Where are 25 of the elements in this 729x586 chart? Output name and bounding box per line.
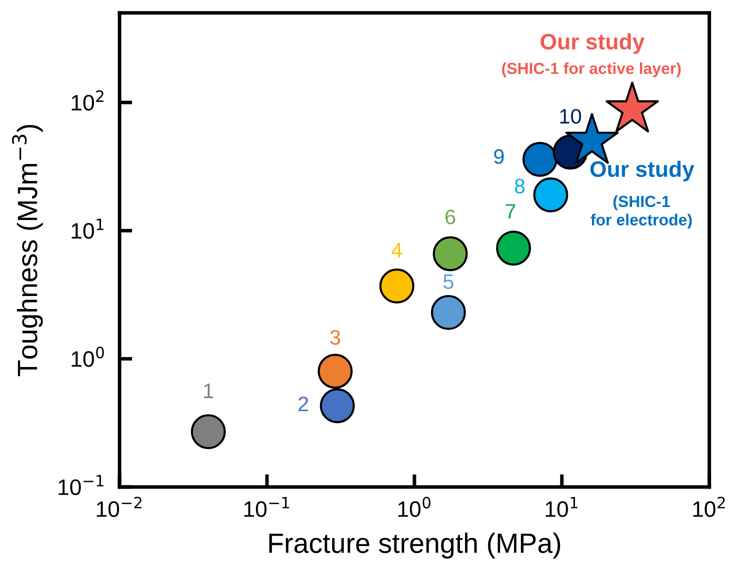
x-tick-label: 10$^{−2}$ <box>96 496 142 518</box>
y-tick-label: 10$^{−1}$ <box>58 475 104 496</box>
x-tick-label: 10$^{1}$ <box>546 496 578 518</box>
series-label: 6 <box>446 210 456 224</box>
y-axis-title: Toughness (MJm$^{−3}$) <box>12 124 43 376</box>
x-tick-label: 10$^{0}$ <box>398 496 430 518</box>
series-label: 5 <box>443 274 454 290</box>
series-label: Our study <box>540 33 645 54</box>
y-tick-label: 10$^{2}$ <box>72 90 104 111</box>
series-label: 3 <box>330 330 340 345</box>
series-label: 9 <box>494 149 504 164</box>
y-tick-label: 10$^{1}$ <box>72 218 104 239</box>
series-label: 4 <box>392 243 402 258</box>
annotation: (SHIC-1 for active layer) <box>502 62 681 78</box>
x-tick-label: 10$^{−1}$ <box>244 496 290 518</box>
x-axis-title: Fracture strength (MPa) <box>269 532 560 559</box>
series-label: Our study <box>590 160 694 182</box>
series-label: 10 <box>560 108 582 124</box>
annotation: (SHIC-1 for electrode) <box>590 195 692 229</box>
series-label: 8 <box>514 178 525 194</box>
series-label: 1 <box>204 384 214 398</box>
series-label: 2 <box>298 396 308 412</box>
y-tick-label: 10$^{0}$ <box>72 346 104 367</box>
x-tick-label: 10$^{2}$ <box>693 496 725 518</box>
series-label: 7 <box>506 204 516 219</box>
